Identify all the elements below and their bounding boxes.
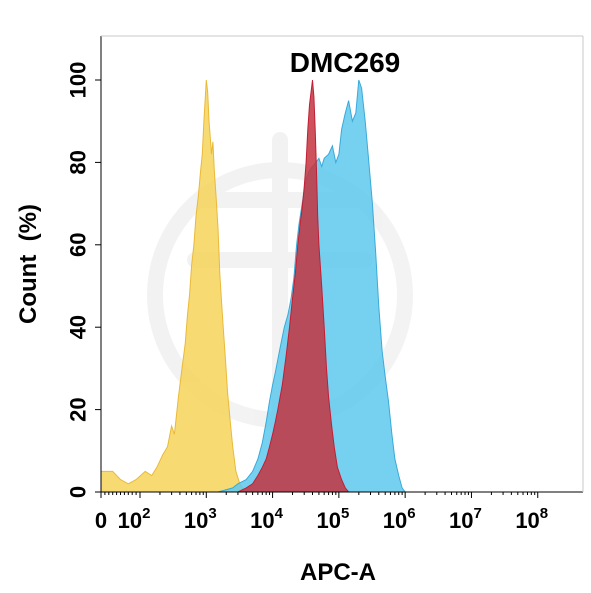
x-tick-label: 104 <box>250 505 283 533</box>
y-axis-label: Count (%) <box>15 204 42 324</box>
x-tick-exponent: 5 <box>341 505 349 522</box>
y-tick-label: 80 <box>66 150 91 174</box>
chart-title: DMC269 <box>290 47 400 78</box>
y-ticks: 0 20 40 60 80 100 <box>66 62 101 498</box>
x-tick-base: 10 <box>383 508 407 533</box>
x-tick-exponent: 6 <box>407 505 415 522</box>
x-tick-label: 106 <box>383 505 416 533</box>
series-layer <box>100 79 538 493</box>
x-tick-exponent: 8 <box>540 505 548 522</box>
x-tick-label: 103 <box>184 505 217 533</box>
x-tick-label: 0 <box>95 508 107 533</box>
x-axis-label: APC-A <box>300 559 376 586</box>
x-tick-base: 10 <box>184 508 208 533</box>
y-tick-label: 20 <box>66 397 91 421</box>
x-tick-base: 10 <box>449 508 473 533</box>
x-tick-label: 102 <box>118 505 151 533</box>
x-tick-exponent: 3 <box>208 505 216 522</box>
x-tick-label: 105 <box>316 505 349 533</box>
y-tick-label: 60 <box>66 233 91 257</box>
histogram-series-1 <box>100 79 538 493</box>
histogram-series-3 <box>101 79 538 493</box>
x-tick-base: 0 <box>95 508 107 533</box>
x-tick-base: 10 <box>515 508 539 533</box>
y-tick-label: 100 <box>66 62 91 99</box>
y-tick-label: 0 <box>66 486 91 498</box>
x-tick-exponent: 7 <box>474 505 482 522</box>
x-tick-exponent: 4 <box>275 505 284 522</box>
y-tick-label: 40 <box>66 315 91 339</box>
x-tick-exponent: 2 <box>142 505 150 522</box>
x-tick-base: 10 <box>316 508 340 533</box>
x-tick-label: 107 <box>449 505 482 533</box>
x-tick-label: 108 <box>515 505 548 533</box>
x-tick-base: 10 <box>250 508 274 533</box>
x-ticks: 0 102 103 104 105 106 107 108 <box>95 492 548 533</box>
x-tick-base: 10 <box>118 508 142 533</box>
